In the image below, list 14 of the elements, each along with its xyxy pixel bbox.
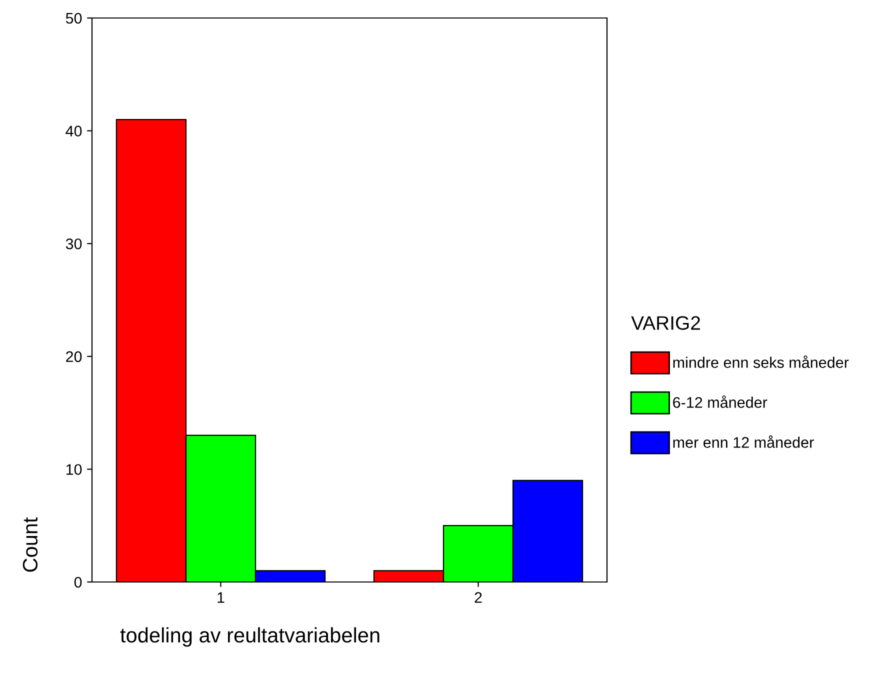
legend-label: mindre enn seks måneder: [673, 355, 849, 368]
y-tick-label: 30: [66, 238, 82, 250]
y-tick-label: 10: [66, 464, 82, 475]
legend-label: 6-12 måneder: [673, 395, 768, 408]
legend-title: VARIG2: [631, 316, 700, 330]
y-tick-label: 20: [66, 351, 82, 362]
y-axis-title: Count: [22, 517, 38, 572]
y-tick-label: 0: [74, 576, 82, 588]
x-axis-title: todeling av reultatvariabelen: [120, 627, 380, 647]
x-tick-label: 1: [218, 592, 224, 603]
y-tick-label: 40: [66, 126, 82, 136]
legend-label: mer enn 12 måneder: [673, 435, 814, 448]
x-tick-label: 2: [474, 592, 482, 603]
y-tick-label: 50: [66, 12, 82, 24]
